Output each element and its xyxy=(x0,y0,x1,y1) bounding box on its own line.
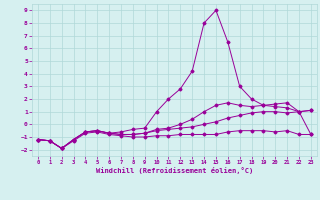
X-axis label: Windchill (Refroidissement éolien,°C): Windchill (Refroidissement éolien,°C) xyxy=(96,167,253,174)
